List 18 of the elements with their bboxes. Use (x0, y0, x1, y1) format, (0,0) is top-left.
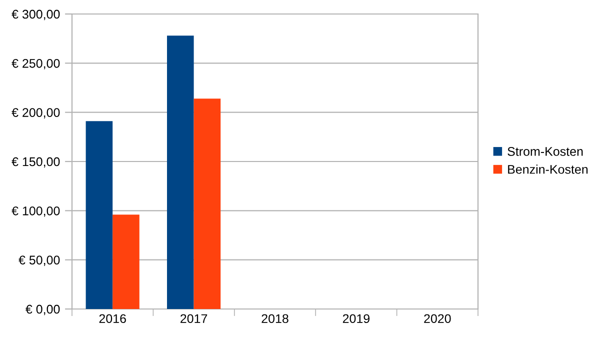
y-tick-label: € 150,00 (12, 157, 60, 168)
y-tick-label: € 300,00 (12, 10, 60, 20)
x-tick-label: 2016 (99, 314, 126, 324)
y-tick-label: € 100,00 (12, 206, 60, 217)
bar (194, 98, 221, 309)
x-tick-label: 2019 (342, 314, 370, 324)
y-tick-label: € 0,00 (26, 304, 60, 316)
y-tick-label: € 200,00 (12, 108, 60, 118)
y-tick-label: € 250,00 (12, 58, 60, 70)
legend-label: Strom-Kosten (508, 147, 583, 156)
bar (86, 121, 113, 309)
x-tick-label: 2020 (424, 314, 451, 324)
bar (167, 36, 194, 309)
x-tick-label: 2017 (180, 314, 208, 324)
legend-label: Benzin-Kosten (508, 164, 588, 174)
bar (112, 214, 140, 309)
x-tick-label: 2018 (262, 314, 288, 324)
y-tick-label: € 50,00 (18, 256, 60, 266)
